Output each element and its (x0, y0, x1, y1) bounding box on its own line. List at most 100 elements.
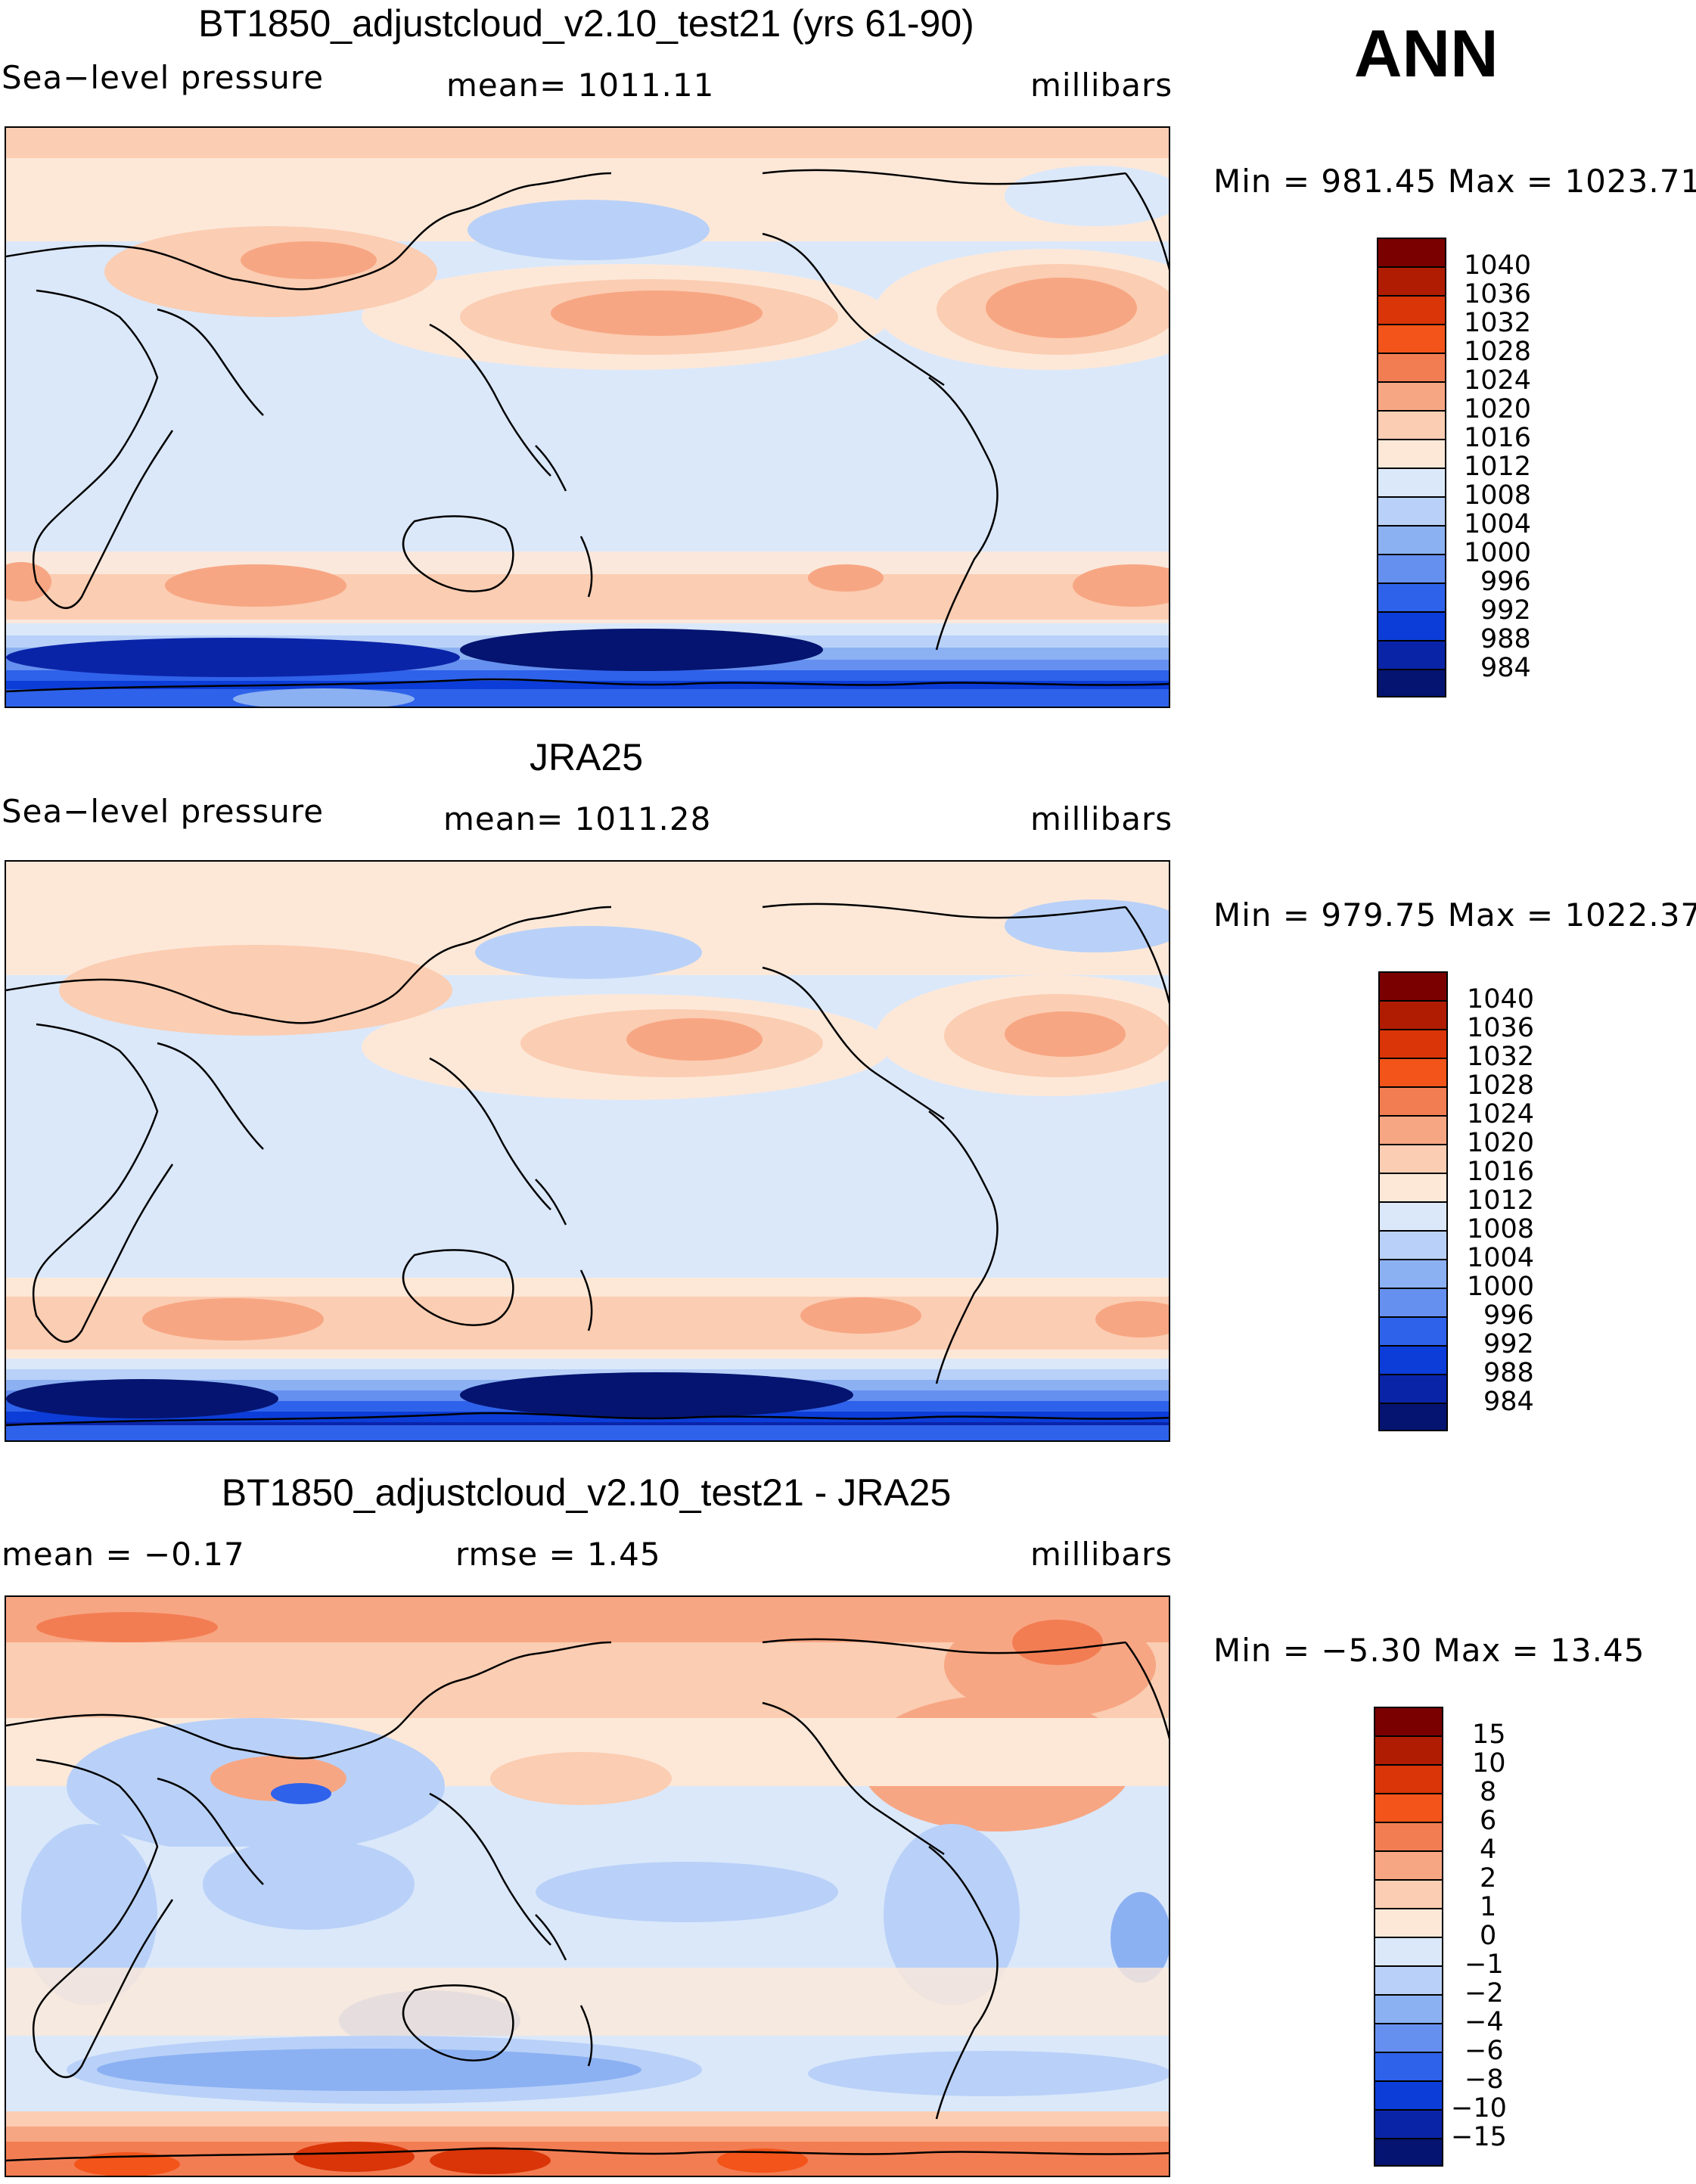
colorbar-3-label: 6 (1480, 1806, 1497, 1836)
panel-1-variable: Sea−level pressure (2, 59, 325, 96)
colorbar-2-label: 988 (1483, 1358, 1534, 1388)
colorbar-3-swatch-13 (1374, 2080, 1443, 2110)
colorbar-1-label: 1024 (1464, 365, 1532, 396)
colorbar-1-swatch-7 (1377, 439, 1446, 468)
colorbar-1-swatch-10 (1377, 525, 1446, 555)
colorbar-1-swatch-4 (1377, 353, 1446, 382)
colorbar-2-swatch-13 (1378, 1345, 1448, 1375)
colorbar-2-swatch-4 (1378, 1086, 1448, 1116)
colorbar-1-swatch-11 (1377, 554, 1446, 583)
colorbar-3-label: 2 (1480, 1863, 1497, 1894)
colorbar-1-swatch-15 (1377, 669, 1446, 697)
colorbar-1-swatch-2 (1377, 295, 1446, 325)
colorbar-3-label: 15 (1472, 1720, 1506, 1750)
colorbar-3-swatch-3 (1374, 1793, 1443, 1822)
panel-3-coastline (6, 1638, 1169, 2162)
colorbar-2-label: 1020 (1467, 1128, 1535, 1158)
colorbar-2-swatch-15 (1378, 1403, 1448, 1431)
colorbar-2-frame (1378, 971, 1448, 1431)
colorbar-1-label: 1012 (1464, 452, 1532, 482)
panel-3-title: BT1850_adjustcloud_v2.10_test21 - JRA25 (221, 1471, 952, 1514)
colorbar-3-label: 1 (1480, 1892, 1497, 1922)
colorbar-2-swatch-14 (1378, 1374, 1448, 1403)
panel-2-units: millibars (1030, 800, 1173, 837)
colorbar-3-swatch-5 (1374, 1850, 1443, 1880)
colorbar-1-label: 984 (1480, 653, 1531, 683)
colorbar-2-swatch-3 (1378, 1058, 1448, 1087)
colorbar-1-label: 1036 (1464, 279, 1532, 309)
colorbar-1-frame (1377, 238, 1446, 697)
colorbar-2-label: 1028 (1467, 1070, 1535, 1101)
colorbar-2-label: 1000 (1467, 1272, 1535, 1302)
colorbar-2-label: 1008 (1467, 1214, 1535, 1244)
colorbar-1-label: 988 (1480, 624, 1531, 654)
colorbar-3-label: −1 (1465, 1949, 1504, 1980)
panel-3-units: millibars (1030, 1536, 1173, 1573)
colorbar-3-swatch-12 (1374, 2052, 1443, 2081)
panel-2-title: JRA25 (529, 736, 644, 778)
panel-1-coastline (6, 169, 1169, 693)
colorbar-1-swatch-9 (1377, 496, 1446, 526)
panel-1-mean: mean= 1011.11 (446, 67, 715, 104)
colorbar-3-swatch-8 (1374, 1937, 1443, 1966)
colorbar-1-label: 1008 (1464, 480, 1532, 511)
panel-2-minmax: Min = 979.75 Max = 1022.37 (1213, 896, 1696, 934)
colorbar-3-label: −4 (1465, 2007, 1504, 2037)
colorbar-2-swatch-12 (1378, 1316, 1448, 1346)
colorbar-3-frame (1374, 1707, 1443, 2167)
panel-1-units: millibars (1030, 67, 1173, 104)
colorbar-3-label: 10 (1472, 1748, 1506, 1779)
colorbar-1-label: 1020 (1464, 394, 1532, 424)
colorbar-1-swatch-14 (1377, 640, 1446, 669)
colorbar-3-swatch-7 (1374, 1908, 1443, 1937)
colorbar-2-label: 992 (1483, 1329, 1534, 1359)
panel-2-coastline (6, 902, 1169, 1427)
colorbar-2-swatch-2 (1378, 1029, 1448, 1058)
colorbar-2-swatch-5 (1378, 1115, 1448, 1145)
colorbar-1-label: 1004 (1464, 509, 1532, 539)
panel-3-minmax: Min = −5.30 Max = 13.45 (1213, 1632, 1645, 1669)
colorbar-2-swatch-7 (1378, 1173, 1448, 1202)
colorbar-3-label: −15 (1451, 2122, 1507, 2152)
panel-3-contour-map (6, 1597, 1169, 2176)
colorbar-1-label: 1032 (1464, 308, 1532, 338)
colorbar-3-swatch-2 (1374, 1764, 1443, 1794)
panel-1-map (5, 126, 1170, 708)
colorbar-3-label: 8 (1480, 1777, 1497, 1807)
colorbar-2-label: 1036 (1467, 1013, 1535, 1043)
colorbar-1-swatch-12 (1377, 583, 1446, 612)
colorbar-1-label: 1016 (1464, 423, 1532, 453)
colorbar-1-swatch-5 (1377, 381, 1446, 411)
colorbar-1-label: 1000 (1464, 538, 1532, 568)
colorbar-2-label: 1004 (1467, 1243, 1535, 1273)
colorbar-1-label: 992 (1480, 595, 1531, 626)
colorbar-1-label: 996 (1480, 567, 1531, 597)
colorbar-1-swatch-1 (1377, 266, 1446, 296)
panel-3-mean: mean = −0.17 (2, 1536, 245, 1573)
colorbar-3-swatch-9 (1374, 1965, 1443, 1995)
colorbar-2-swatch-8 (1378, 1201, 1448, 1231)
colorbar-2-swatch-10 (1378, 1259, 1448, 1288)
colorbar-2-swatch-1 (1378, 1000, 1448, 1030)
panel-1-contour-map (6, 128, 1169, 707)
colorbar-2-label: 996 (1483, 1300, 1534, 1331)
colorbar-2-label: 1024 (1467, 1099, 1535, 1129)
colorbar-2-label: 1040 (1467, 984, 1535, 1014)
panel-3-rmse: rmse = 1.45 (455, 1536, 661, 1573)
season-label: ANN (1354, 16, 1499, 91)
colorbar-2-swatch-11 (1378, 1288, 1448, 1317)
colorbar-1-swatch-3 (1377, 324, 1446, 353)
panel-2-contour-map (6, 862, 1169, 1440)
colorbar-3-swatch-4 (1374, 1822, 1443, 1851)
colorbar-1-label: 1040 (1464, 250, 1532, 281)
colorbar-2-label: 1016 (1467, 1157, 1535, 1187)
colorbar-1-swatch-6 (1377, 410, 1446, 440)
colorbar-1-swatch-13 (1377, 611, 1446, 641)
colorbar-3-label: −10 (1451, 2093, 1507, 2123)
panel-1-title: BT1850_adjustcloud_v2.10_test21 (yrs 61-… (198, 2, 974, 45)
colorbar-3-swatch-14 (1374, 2109, 1443, 2139)
colorbar-3-label: 0 (1480, 1921, 1497, 1951)
colorbar-1-label: 1028 (1464, 337, 1532, 367)
panel-2-map (5, 860, 1170, 1442)
colorbar-3-swatch-6 (1374, 1879, 1443, 1909)
